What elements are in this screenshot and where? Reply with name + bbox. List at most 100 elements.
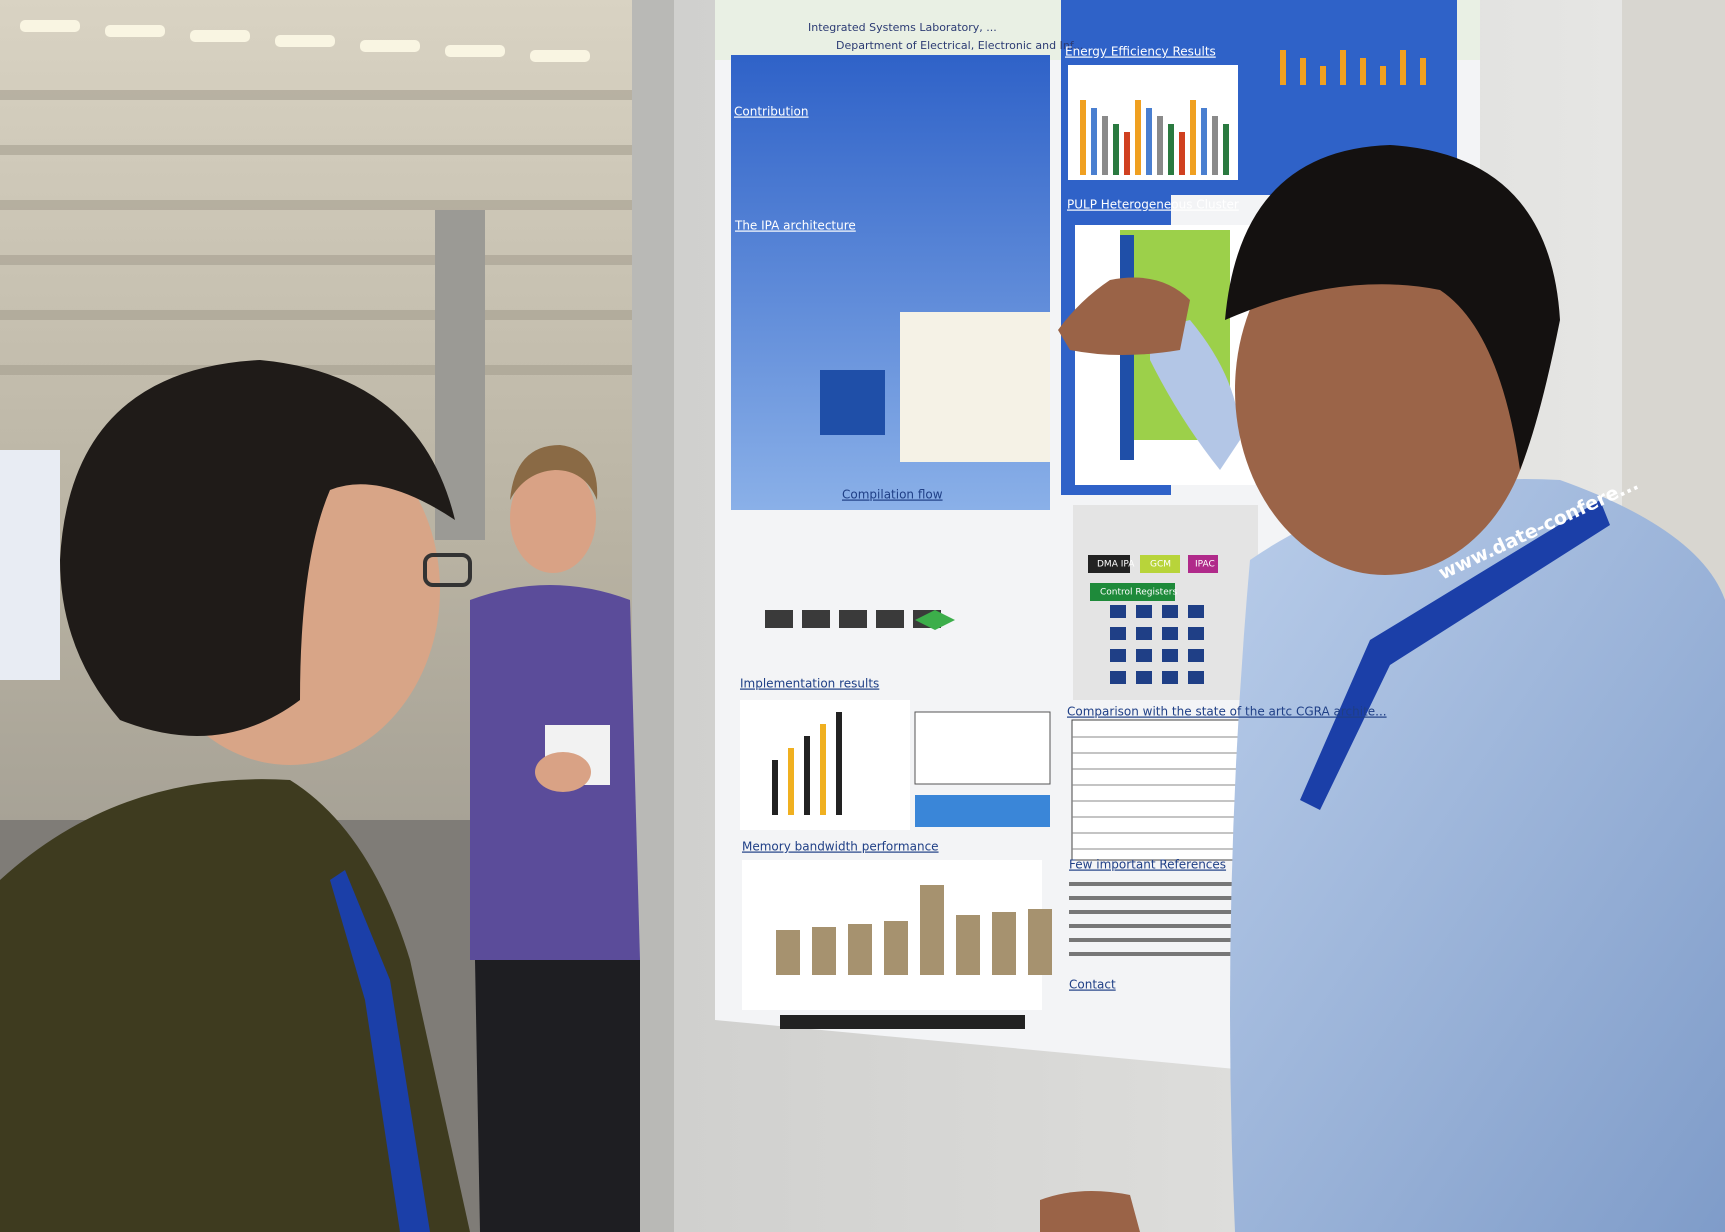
text-line — [1069, 882, 1269, 886]
memory-bar — [1028, 909, 1052, 975]
chart-bar — [1360, 58, 1366, 85]
pe-cell — [1162, 627, 1178, 640]
diagram-box — [1188, 555, 1218, 573]
poster-header: Department of Electrical, Electronic and… — [836, 39, 1083, 52]
ceiling-beam — [0, 365, 640, 375]
pe-cell — [1110, 649, 1126, 662]
section-title: Contact — [1069, 978, 1116, 992]
pe-cell — [1188, 627, 1204, 640]
lanyard-left — [330, 870, 430, 1232]
memory-bar — [884, 921, 908, 975]
flow-decision — [915, 610, 955, 630]
pe-cell — [1110, 627, 1126, 640]
flow-box — [765, 610, 793, 628]
raised-arm — [1150, 320, 1240, 470]
arch-diagram — [900, 312, 1050, 462]
impl-bar — [836, 712, 842, 815]
chart-bar — [1420, 58, 1426, 85]
chart-bar — [1212, 116, 1218, 175]
chart-bar — [1135, 100, 1141, 175]
chart-bar — [1168, 124, 1174, 175]
caption-bar — [780, 1015, 1025, 1029]
ceiling-beam — [0, 310, 640, 320]
memory-bar — [812, 927, 836, 975]
person-trousers — [475, 960, 640, 1232]
pe-cell — [1162, 649, 1178, 662]
ceiling-light — [20, 20, 80, 32]
hand-lower — [1040, 1191, 1140, 1232]
person-head — [510, 463, 596, 573]
chart-bar — [1113, 124, 1119, 175]
pe-cell — [1188, 649, 1204, 662]
memory-bar — [992, 912, 1016, 975]
text-line — [1069, 910, 1269, 914]
impl-bar — [804, 736, 810, 815]
section-title: PULP Heterogeneous Cluster — [1067, 198, 1239, 212]
lanyard-right — [1300, 500, 1610, 810]
section-title: Compilation flow — [842, 488, 943, 502]
person-hair — [1225, 145, 1560, 470]
ceiling-beam — [0, 90, 640, 100]
chart-bar — [1157, 116, 1163, 175]
impl-note — [915, 795, 1050, 827]
pe-cell — [1188, 671, 1204, 684]
text-line — [1069, 896, 1269, 900]
chart-bar — [1300, 58, 1306, 85]
pe-cell — [1136, 605, 1152, 618]
section-title: Energy Efficiency Results — [1065, 45, 1216, 59]
chart-bar — [1340, 50, 1346, 85]
person-hair — [60, 360, 455, 736]
flow-box — [839, 610, 867, 628]
shirt — [1230, 479, 1725, 1232]
flow-box — [802, 610, 830, 628]
diagram-label: Control Registers — [1100, 588, 1177, 598]
ceiling-light — [445, 45, 505, 57]
cluster-schematic — [1073, 505, 1258, 700]
pe-array — [820, 370, 885, 435]
memory-bar — [956, 915, 980, 975]
memory-bar — [848, 924, 872, 975]
pe-cell — [1110, 605, 1126, 618]
chart-bar — [1280, 50, 1286, 85]
section-title: Contribution — [734, 105, 809, 119]
impl-table — [914, 711, 1051, 785]
ceiling-light — [530, 50, 590, 62]
chart-bar — [1091, 108, 1097, 175]
person-hair — [510, 445, 598, 500]
text-line — [1069, 938, 1269, 942]
diagram-label: GCM — [1150, 560, 1171, 570]
chart-bar — [1124, 132, 1130, 175]
pe-cell — [1136, 649, 1152, 662]
chart-bar — [1190, 100, 1196, 175]
ceiling-light — [190, 30, 250, 42]
text-line — [1069, 924, 1269, 928]
ceiling-light — [105, 25, 165, 37]
memory-bar — [776, 930, 800, 975]
flow-box — [876, 610, 904, 628]
poster-stand-bg — [0, 450, 60, 680]
section-title: Few important References — [1069, 858, 1226, 872]
impl-bar — [820, 724, 826, 815]
text-line — [1069, 952, 1269, 956]
hand — [1058, 277, 1190, 355]
pe-cell — [1162, 605, 1178, 618]
chart-bar — [1380, 66, 1386, 85]
section-title: Implementation results — [740, 677, 879, 691]
impl-bar — [788, 748, 794, 815]
chart-bar — [1320, 66, 1326, 85]
ceiling-light — [360, 40, 420, 52]
compilation-diagram — [740, 510, 1040, 670]
chart-bar — [1102, 116, 1108, 175]
ceiling-light — [275, 35, 335, 47]
pe-cell — [1162, 671, 1178, 684]
pe-cell — [1136, 671, 1152, 684]
ceiling-beam — [0, 255, 640, 265]
chart-bar — [1223, 124, 1229, 175]
impl-bar — [772, 760, 778, 815]
poster-header: Integrated Systems Laboratory, ... — [808, 21, 997, 34]
chart-bar — [1201, 108, 1207, 175]
diagram-box — [1140, 555, 1180, 573]
glasses — [423, 553, 472, 587]
